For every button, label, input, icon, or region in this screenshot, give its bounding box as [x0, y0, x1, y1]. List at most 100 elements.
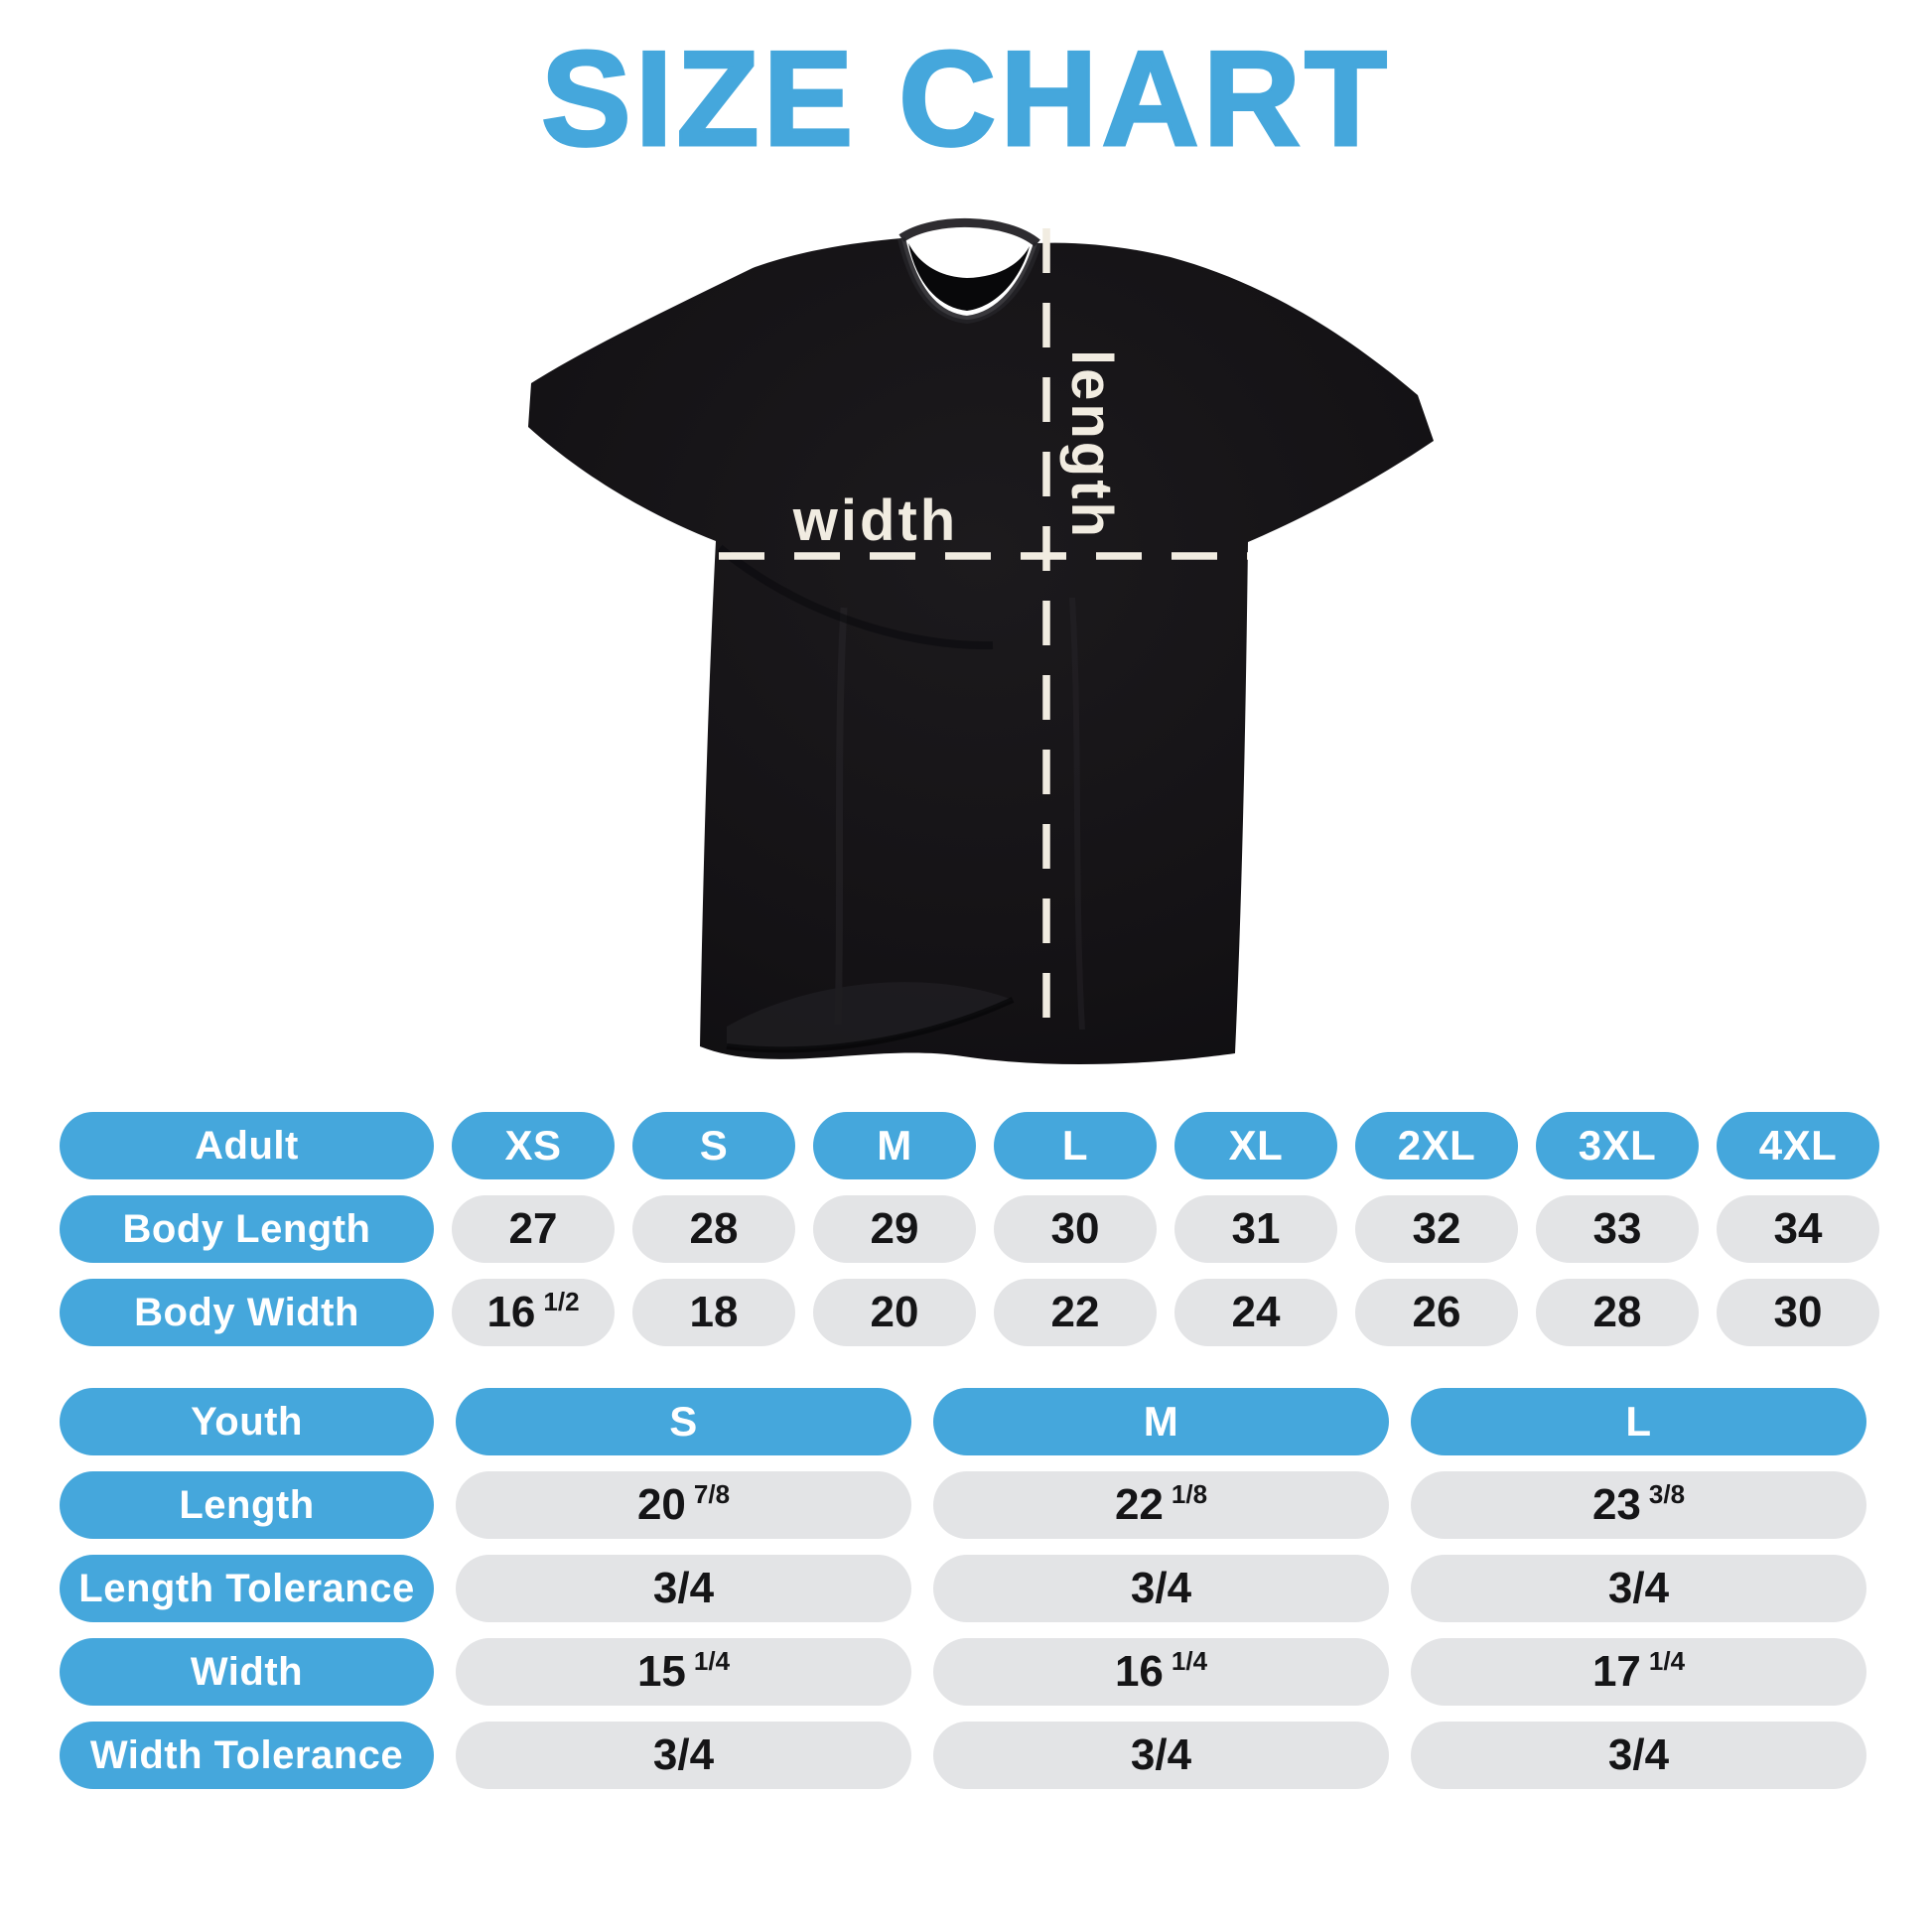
tshirt-collar-rim: [897, 237, 1041, 325]
value-cell: 28: [632, 1195, 795, 1263]
value-main: 28: [689, 1204, 739, 1253]
value-main: 18: [689, 1288, 739, 1336]
value-cell: 3/4: [456, 1555, 911, 1622]
value-cell: 34: [1717, 1195, 1879, 1263]
value-fraction: 1/4: [1171, 1645, 1208, 1676]
size-header-xl: XL: [1174, 1112, 1337, 1179]
value-cell: 30: [1717, 1279, 1879, 1346]
value-cell: 28: [1536, 1279, 1699, 1346]
tshirt-measurement-diagram: width length: [377, 181, 1549, 1094]
value-cell: 24: [1174, 1279, 1337, 1346]
youth-size-header-s: S: [456, 1388, 911, 1455]
value-main: 29: [870, 1204, 919, 1253]
value-cell: 22 1/8: [933, 1471, 1389, 1539]
value-cell: 22: [994, 1279, 1157, 1346]
value-fraction: 1/8: [1171, 1478, 1208, 1509]
value-main: 20: [870, 1288, 919, 1336]
adult-header-row: Adult XS S M L XL 2XL 3XL 4XL: [60, 1112, 1879, 1179]
value-cell: 3/4: [933, 1555, 1389, 1622]
hem-fold: [727, 982, 1013, 1050]
youth-size-table: Youth S M L Length 20 7/8 22 1/8 23 3/8 Len…: [60, 1388, 1866, 1805]
value-cell: 3/4: [456, 1722, 911, 1789]
youth-header-row: Youth S M L: [60, 1388, 1866, 1455]
value-main: 28: [1592, 1288, 1642, 1336]
value-fraction: 7/8: [693, 1478, 731, 1509]
value-cell: 31: [1174, 1195, 1337, 1263]
value-main: 3/4: [652, 1564, 715, 1612]
value-fraction: 3/8: [1648, 1478, 1686, 1509]
wrinkle: [1069, 597, 1085, 1031]
value-cell: 20 7/8: [456, 1471, 911, 1539]
row-label: Body Length: [60, 1195, 434, 1263]
value-main: 20: [636, 1480, 686, 1529]
value-cell: 26: [1355, 1279, 1518, 1346]
value-cell: 3/4: [933, 1722, 1389, 1789]
value-cell: 16 1/4: [933, 1638, 1389, 1706]
value-main: 3/4: [1130, 1564, 1192, 1612]
value-main: 3/4: [1130, 1730, 1192, 1779]
value-cell: 30: [994, 1195, 1157, 1263]
row-label: Body Width: [60, 1279, 434, 1346]
tshirt-graphic: width length: [528, 217, 1434, 1065]
value-main: 30: [1050, 1204, 1100, 1253]
body-length-row: Body Length 27 28 29 30 31 32 33 34: [60, 1195, 1879, 1263]
value-cell: 3/4: [1411, 1555, 1866, 1622]
value-cell: 29: [813, 1195, 976, 1263]
youth-size-header-l: L: [1411, 1388, 1866, 1455]
page-title: SIZE CHART: [540, 23, 1391, 174]
size-header-3xl: 3XL: [1536, 1112, 1699, 1179]
size-header-2xl: 2XL: [1355, 1112, 1518, 1179]
value-main: 33: [1592, 1204, 1642, 1253]
body-width-row: Body Width 16 1/2 18 20 22 24 26 28 30: [60, 1279, 1879, 1346]
size-header-4xl: 4XL: [1717, 1112, 1879, 1179]
value-main: 16: [1114, 1647, 1164, 1696]
value-main: 34: [1773, 1204, 1823, 1253]
row-label: Length Tolerance: [60, 1555, 434, 1622]
length-label: length: [1059, 349, 1124, 540]
value-main: 27: [508, 1204, 558, 1253]
youth-size-header-m: M: [933, 1388, 1389, 1455]
value-main: 23: [1591, 1480, 1641, 1529]
value-main: 22: [1050, 1288, 1100, 1336]
adult-table-label: Adult: [60, 1112, 434, 1179]
value-main: 31: [1231, 1204, 1281, 1253]
value-fraction: 1/4: [693, 1645, 731, 1676]
value-main: 3/4: [1607, 1730, 1670, 1779]
value-main: 32: [1412, 1204, 1461, 1253]
value-main: 3/4: [1607, 1564, 1670, 1612]
value-cell: 33: [1536, 1195, 1699, 1263]
youth-length-row: Length 20 7/8 22 1/8 23 3/8: [60, 1471, 1866, 1539]
value-cell: 18: [632, 1279, 795, 1346]
row-label: Width: [60, 1638, 434, 1706]
size-header-l: L: [994, 1112, 1157, 1179]
youth-width-tolerance-row: Width Tolerance 3/4 3/4 3/4: [60, 1722, 1866, 1789]
wrinkle: [834, 607, 848, 1026]
youth-width-row: Width 15 1/4 16 1/4 17 1/4: [60, 1638, 1866, 1706]
value-main: 17: [1591, 1647, 1641, 1696]
size-header-xs: XS: [452, 1112, 615, 1179]
value-cell: 16 1/2: [452, 1279, 615, 1346]
value-main: 26: [1412, 1288, 1461, 1336]
adult-size-table: Adult XS S M L XL 2XL 3XL 4XL Body Lengt…: [60, 1112, 1879, 1362]
value-cell: 17 1/4: [1411, 1638, 1866, 1706]
value-cell: 3/4: [1411, 1722, 1866, 1789]
value-cell: 27: [452, 1195, 615, 1263]
tshirt-collar-back: [898, 217, 1040, 247]
value-main: 30: [1773, 1288, 1823, 1336]
tshirt-body: [528, 238, 1434, 1065]
value-cell: 32: [1355, 1195, 1518, 1263]
value-cell: 15 1/4: [456, 1638, 911, 1706]
tshirt-neck-hole: [908, 243, 1030, 311]
value-cell: 23 3/8: [1411, 1471, 1866, 1539]
size-header-s: S: [632, 1112, 795, 1179]
value-cell: 20: [813, 1279, 976, 1346]
size-header-m: M: [813, 1112, 976, 1179]
wrinkle: [717, 544, 994, 650]
width-label: width: [792, 488, 958, 553]
value-main: 24: [1231, 1288, 1281, 1336]
value-main: 16: [486, 1288, 536, 1336]
hem-fold-shadow: [726, 997, 1015, 1053]
value-fraction: 1/2: [543, 1286, 580, 1316]
value-fraction: 1/4: [1648, 1645, 1686, 1676]
youth-length-tolerance-row: Length Tolerance 3/4 3/4 3/4: [60, 1555, 1866, 1622]
